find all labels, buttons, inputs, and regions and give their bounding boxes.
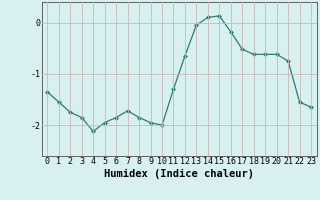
X-axis label: Humidex (Indice chaleur): Humidex (Indice chaleur): [104, 169, 254, 179]
